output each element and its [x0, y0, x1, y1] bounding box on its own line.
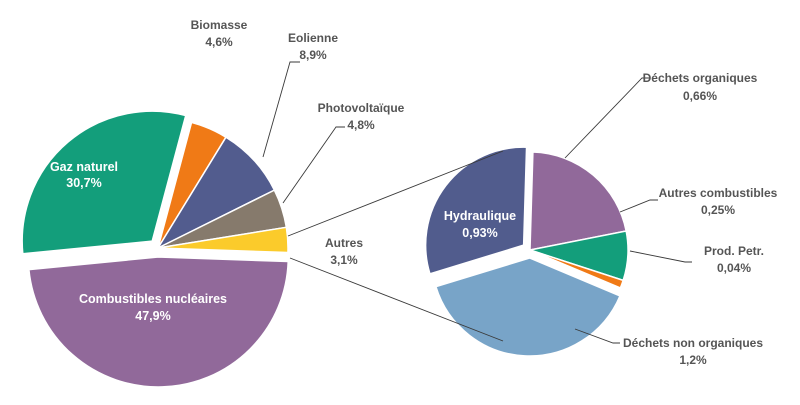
- pie-slice-dechets-non-organiques: [435, 257, 621, 357]
- label-eolienne: Eolienne: [288, 31, 338, 45]
- label-biomasse: Biomasse: [191, 18, 248, 32]
- value-autres: 3,1%: [330, 253, 358, 267]
- value-hydraulique: 0,93%: [462, 226, 497, 240]
- value-prod-petr: 0,04%: [717, 261, 751, 275]
- pie-slice-autres: [157, 226, 289, 254]
- connector-line-bottom: [289, 257, 504, 342]
- leader-prod-petr: [629, 250, 692, 263]
- value-photovoltaique: 4,8%: [347, 118, 375, 132]
- value-gaz-naturel: 30,7%: [66, 176, 101, 190]
- leader-autres-combustibles: [619, 199, 658, 213]
- main-pie: [21, 110, 289, 388]
- leader-eolienne: [262, 61, 300, 158]
- pie-slice-hydraulique: [424, 146, 528, 275]
- label-gaz-naturel: Gaz naturel: [50, 160, 118, 174]
- value-biomasse: 4,6%: [205, 35, 233, 49]
- detail-pie: [424, 146, 629, 357]
- label-combustibles-nucleaires: Combustibles nucléaires: [79, 292, 227, 306]
- pie-slice-dechets-organiques: [529, 151, 627, 251]
- pie-connectors: [287, 150, 504, 342]
- label-prod-petr: Prod. Petr.: [704, 244, 764, 258]
- label-autres-combustibles: Autres combustibles: [659, 186, 778, 200]
- label-leader-lines: [262, 61, 692, 344]
- connector-line-top: [287, 150, 504, 237]
- pie-slice-gaz-naturel: [21, 110, 187, 255]
- label-dechets-organiques: Déchets organiques: [643, 71, 758, 85]
- label-hydraulique: Hydraulique: [444, 209, 516, 223]
- label-autres: Autres: [325, 236, 363, 250]
- value-dechets-organiques: 0,66%: [683, 89, 717, 103]
- value-dechets-non-organiques: 1,2%: [679, 353, 707, 367]
- leader-dechets-organiques: [564, 77, 650, 159]
- pie-slice-combustibles-nucleaires: [28, 256, 289, 388]
- value-combustibles-nucleaires: 47,9%: [135, 309, 170, 323]
- pie-slice-prod-petr: [529, 249, 624, 289]
- label-dechets-non-organiques: Déchets non organiques: [623, 336, 763, 350]
- value-autres-combustibles: 0,25%: [701, 203, 735, 217]
- leader-dechets-non-organiques: [574, 328, 620, 344]
- value-eolienne: 8,9%: [299, 48, 327, 62]
- label-photovoltaique: Photovoltaïque: [318, 101, 405, 115]
- leader-photovoltaique: [282, 126, 345, 204]
